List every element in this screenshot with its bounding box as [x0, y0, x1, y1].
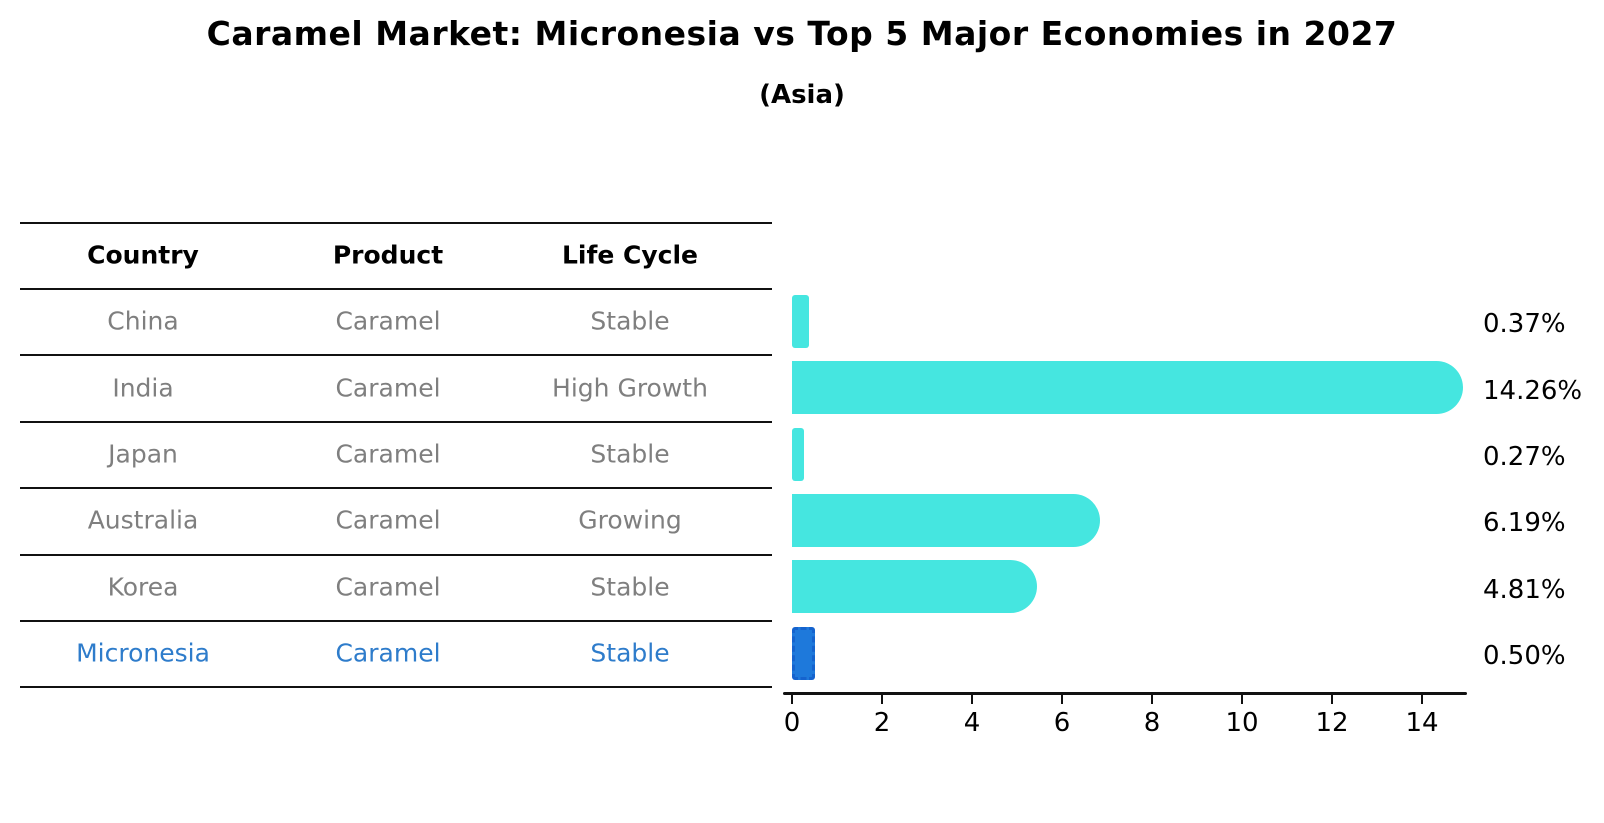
- x-tick-mark: [1151, 694, 1153, 704]
- x-tick-label: 2: [873, 708, 891, 738]
- table-cell: Japan: [108, 439, 178, 469]
- chart-title: Caramel Market: Micronesia vs Top 5 Majo…: [206, 14, 1398, 53]
- table-cell: Caramel: [335, 638, 441, 668]
- table-header-cell: Life Cycle: [561, 240, 699, 270]
- x-tick-mark: [1421, 694, 1423, 704]
- value-label: 0.50%: [1483, 641, 1566, 672]
- table-cell: India: [112, 373, 174, 403]
- x-tick-label: 12: [1315, 708, 1349, 738]
- x-tick-mark: [791, 694, 793, 704]
- x-tick-mark: [971, 694, 973, 704]
- table-rule: [20, 487, 772, 490]
- table-rule: [20, 553, 772, 556]
- table-cell: China: [107, 306, 179, 336]
- table-cell: Stable: [590, 306, 670, 336]
- table-cell: Stable: [590, 439, 670, 469]
- x-tick-label: 0: [783, 708, 801, 738]
- table-rule: [20, 686, 772, 689]
- bar: [792, 427, 805, 481]
- bar: [792, 361, 1463, 415]
- value-label: 6.19%: [1483, 508, 1566, 539]
- table-header-cell: Product: [332, 240, 444, 270]
- value-label: 14.26%: [1483, 375, 1583, 406]
- bar-highlighted: [792, 626, 815, 680]
- x-tick-mark: [1061, 694, 1063, 704]
- table-rule: [20, 222, 772, 224]
- table-rule: [20, 354, 772, 357]
- chart-subtitle: (Asia): [759, 80, 845, 110]
- bar: [792, 560, 1038, 614]
- table-cell: Australia: [87, 505, 199, 535]
- table-cell: Caramel: [335, 572, 441, 602]
- table-cell: Stable: [590, 572, 670, 602]
- table-cell: Growing: [578, 505, 682, 535]
- bar: [792, 294, 809, 348]
- table-cell: Caramel: [335, 505, 441, 535]
- table-cell: Caramel: [335, 439, 441, 469]
- value-label: 0.27%: [1483, 442, 1566, 472]
- table-cell: Micronesia: [76, 638, 210, 668]
- value-label: 4.81%: [1483, 574, 1566, 605]
- table-rule: [20, 620, 772, 622]
- x-tick-label: 10: [1225, 708, 1259, 738]
- value-label: 0.37%: [1483, 309, 1566, 340]
- table-rule: [20, 420, 772, 423]
- table-header-cell: Country: [87, 240, 199, 270]
- table-rule: [20, 288, 772, 290]
- table-cell: Caramel: [335, 373, 441, 403]
- table-cell: Caramel: [335, 306, 441, 336]
- table-cell: Korea: [107, 572, 179, 602]
- table-cell: Stable: [590, 638, 670, 668]
- table-cell: High Growth: [552, 373, 708, 403]
- x-tick-label: 14: [1405, 708, 1439, 738]
- x-tick-mark: [1331, 694, 1333, 704]
- x-axis-line: [783, 692, 1467, 695]
- bar: [792, 493, 1100, 547]
- x-tick-label: 4: [963, 708, 981, 738]
- x-tick-mark: [1241, 694, 1243, 704]
- x-tick-mark: [881, 694, 883, 704]
- x-tick-label: 8: [1143, 708, 1161, 738]
- x-tick-label: 6: [1053, 708, 1071, 738]
